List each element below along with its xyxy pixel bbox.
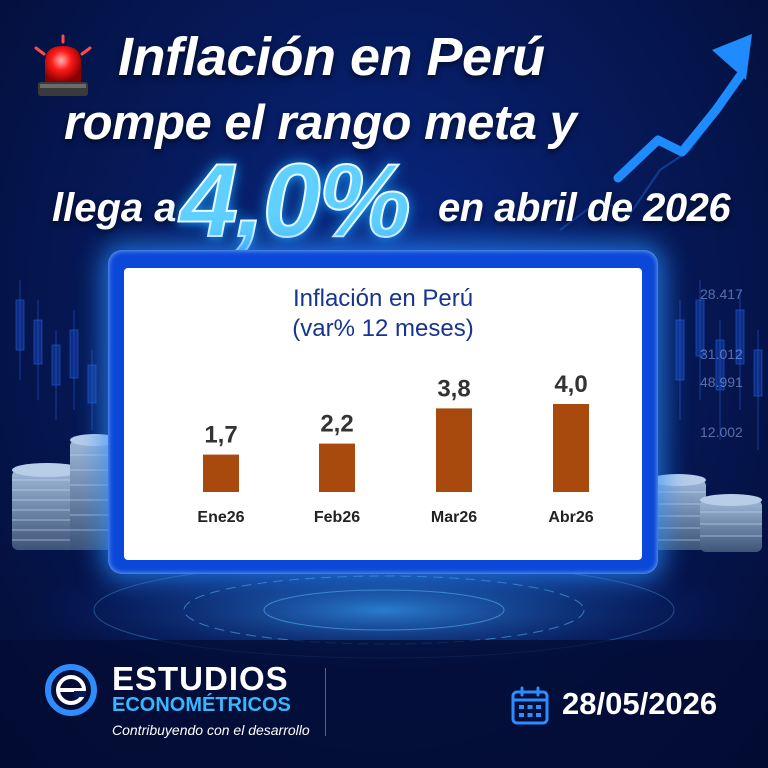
bar-Ene26 [203, 454, 239, 492]
background-number-4: 12.002 [700, 424, 743, 440]
bar-Abr26 [553, 404, 589, 492]
chart-card: Inflación en Perú (var% 12 meses) 1,7 Ene… [124, 268, 642, 560]
trend-up-arrow-icon [613, 34, 752, 183]
background-number-1: 28.417 [700, 286, 743, 302]
bar-Mar26 [436, 408, 472, 492]
bar-value-label: 4,0 [554, 371, 587, 398]
x-axis-tick-label: Abr26 [548, 509, 593, 526]
brand-tagline: Contribuyendo con el desarrollo [112, 722, 310, 738]
x-axis-tick-label: Feb26 [314, 509, 360, 526]
chart-title-line-1: Inflación en Perú [292, 285, 474, 312]
x-axis-tick-label: Mar26 [431, 509, 477, 526]
footer-divider [325, 668, 326, 736]
chart-title-line-2: (var% 12 meses) [292, 315, 474, 342]
brand-name-line-2: ECONOMÉTRICOS [112, 694, 291, 716]
headline-line-3-prefix: llega a [52, 186, 177, 230]
headline-highlight-value: 4,0% [179, 142, 412, 260]
calendar-icon [511, 686, 549, 725]
x-axis-tick-label: Ene26 [197, 509, 244, 526]
publish-date: 28/05/2026 [562, 686, 718, 721]
headline-line-2: rompe el rango meta y [64, 96, 577, 150]
bar-chart: 1,7 Ene26 2,2 Feb26 3,8 Mar26 4,0 Abr26 [197, 371, 593, 526]
bar-value-label: 3,8 [437, 375, 470, 402]
bar-value-label: 2,2 [320, 411, 353, 438]
background-number-3: 48.991 [700, 374, 743, 390]
bar-Feb26 [319, 443, 355, 492]
siren-icon [34, 34, 92, 96]
bar-value-label: 1,7 [204, 422, 237, 449]
e-logo-icon [45, 664, 97, 716]
headline-line-1: Inflación en Perú [118, 27, 545, 87]
chart-title: Inflación en Perú (var% 12 meses) [124, 284, 642, 344]
background-number-2: 31.012 [700, 346, 743, 362]
headline-line-3-suffix: en abril de 2026 [438, 186, 731, 230]
brand-name-line-1: ESTUDIOS [112, 660, 289, 697]
